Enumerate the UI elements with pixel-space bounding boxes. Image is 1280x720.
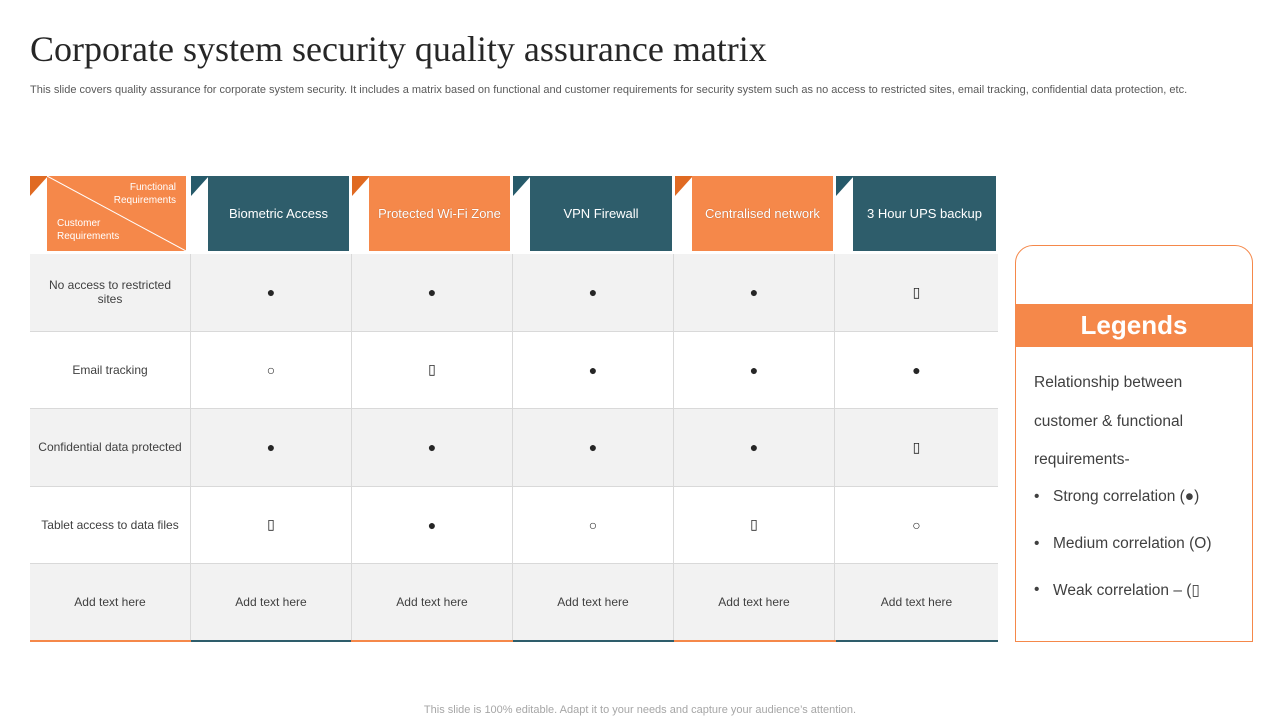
table-row: No access to restricted sites ● ● ● ● ▯ xyxy=(30,254,998,332)
correlation-cell: ● xyxy=(352,409,513,486)
correlation-cell: ● xyxy=(674,409,835,486)
column-header-centralised-network: Centralised network xyxy=(675,176,833,251)
table-row: Add text here Add text here Add text her… xyxy=(30,564,998,642)
column-header-vpn-firewall: VPN Firewall xyxy=(513,176,672,251)
table-row: Email tracking ○ ▯ ● ● ● xyxy=(30,331,998,409)
correlation-cell: ● xyxy=(912,361,921,378)
row-label: Add text here xyxy=(30,564,191,640)
correlation-cell: ○ xyxy=(513,486,674,563)
placeholder-cell: Add text here xyxy=(513,564,674,640)
customer-requirements-label: Customer Requirements xyxy=(57,218,120,242)
placeholder-cell: Add text here xyxy=(674,564,835,640)
legend-panel: Legends Relationship between customer & … xyxy=(1015,245,1253,642)
correlation-cell: ● xyxy=(352,254,513,331)
functional-requirements-label: Functional Requirements xyxy=(113,182,176,206)
placeholder-cell: Add text here xyxy=(191,564,352,640)
column-header-ups-backup: 3 Hour UPS backup xyxy=(836,176,996,251)
legend-item: • Medium correlation (O) xyxy=(1034,534,1212,552)
row-label: Tablet access to data files xyxy=(30,486,191,563)
placeholder-cell: Add text here xyxy=(880,594,953,609)
correlation-cell: ▯ xyxy=(674,486,835,563)
bullet-icon: • xyxy=(1034,488,1040,505)
legend-intro: Relationship between customer & function… xyxy=(1034,374,1184,468)
page-subtitle: This slide covers quality assurance for … xyxy=(30,84,1188,96)
column-header-protected-wifi-zone: Protected Wi-Fi Zone xyxy=(352,176,510,251)
column-header-biometric-access: Biometric Access xyxy=(191,176,349,251)
correlation-cell: ▯ xyxy=(912,438,921,455)
table-row: Tablet access to data files ▯ ● ○ ▯ ○ xyxy=(30,486,998,564)
column-underline xyxy=(836,640,998,642)
matrix-body: No access to restricted sites ● ● ● ● ▯ … xyxy=(30,254,998,642)
correlation-cell: ○ xyxy=(191,331,352,408)
row-label: Confidential data protected xyxy=(30,409,191,486)
legend-item: • Weak correlation – (▯ xyxy=(1034,581,1200,599)
diagonal-divider xyxy=(47,176,186,251)
correlation-cell: ▯ xyxy=(352,331,513,408)
correlation-cell: ● xyxy=(674,254,835,331)
bullet-icon: • xyxy=(1034,534,1040,552)
column-underline xyxy=(191,640,351,642)
row-label: Email tracking xyxy=(30,331,191,408)
correlation-cell: ● xyxy=(191,254,352,331)
table-row: Confidential data protected ● ● ● ● ▯ xyxy=(30,409,998,487)
correlation-cell: ● xyxy=(513,331,674,408)
correlation-cell: ● xyxy=(513,254,674,331)
legend-heading: Legends xyxy=(1015,304,1253,347)
correlation-cell: ● xyxy=(674,331,835,408)
correlation-cell: ▯ xyxy=(191,486,352,563)
legend-list: • Strong correlation (●) • Medium correlat… xyxy=(1034,488,1212,628)
correlation-cell: ▯ xyxy=(912,283,921,300)
correlation-cell: ● xyxy=(352,486,513,563)
bullet-icon: • xyxy=(1034,581,1040,598)
column-underline xyxy=(513,640,674,642)
legend-item: • Strong correlation (●) xyxy=(1034,488,1200,505)
corner-header: Functional Requirements Customer Requireme… xyxy=(30,176,190,251)
placeholder-cell: Add text here xyxy=(352,564,513,640)
footer-note: This slide is 100% editable. Adapt it to… xyxy=(423,704,857,716)
page-title: Corporate system security quality assura… xyxy=(30,29,767,69)
correlation-cell: ● xyxy=(513,409,674,486)
correlation-cell: ○ xyxy=(912,516,921,533)
qa-matrix: Functional Requirements Customer Requireme… xyxy=(30,176,998,642)
row-label: No access to restricted sites xyxy=(30,254,191,331)
correlation-cell: ● xyxy=(191,409,352,486)
